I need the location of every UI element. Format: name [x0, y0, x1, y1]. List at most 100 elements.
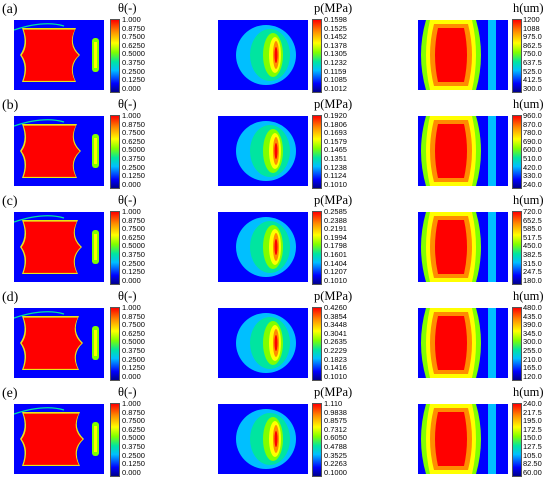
colorbar-tick-label: 0.1598 [324, 15, 347, 24]
colorbar-tick-label: 0.3750 [122, 346, 145, 355]
colorbar-tick-label: 420.0 [523, 162, 542, 172]
colorbar-tick-label: 0.7500 [122, 32, 145, 42]
colorbar-tick-label: 435.0 [523, 311, 542, 321]
h-colorbar-title: h(um) [513, 193, 544, 207]
p-colorbar-ticks: 0.1920 0.1806 0.1693 0.1579 0.1465 0.1351 0.12… [324, 112, 368, 190]
p-colorbar-title: p(MPa) [314, 385, 353, 399]
colorbar-tick-label: 0.000 [122, 371, 141, 381]
colorbar-tick-label: 0.2585 [324, 207, 347, 216]
colorbar-tick-label: 127.5 [523, 442, 542, 451]
colorbar-tick-label: 0.1601 [324, 250, 347, 259]
colorbar-tick-label: 1.000 [122, 111, 141, 120]
colorbar-tick-label: 0.7500 [122, 320, 145, 330]
colorbar-tick-label: 0.6250 [122, 328, 145, 338]
colorbar-tick-label: 0.8750 [122, 23, 145, 33]
row-label: (c) [2, 194, 18, 209]
colorbar-tick-label: 0.000 [122, 467, 141, 477]
colorbar-tick-label: 0.1250 [122, 363, 145, 373]
p-colorbar-ticks: 0.2585 0.2388 0.2191 0.1994 0.1798 0.1601 0.14… [324, 208, 368, 286]
p-colorbar-ticks: 0.1598 0.1525 0.1452 0.1378 0.1305 0.1232 0.11… [324, 16, 368, 94]
colorbar-tick-label: 450.0 [523, 241, 542, 251]
colorbar-tick-label: 1.110 [324, 399, 343, 408]
colorbar-tick-label: 0.5000 [122, 145, 145, 155]
colorbar-tick-label: 0.000 [122, 179, 141, 189]
theta-colorbar [110, 211, 120, 285]
colorbar-tick-label: 0.1693 [324, 128, 347, 138]
colorbar-tick-label: 1.000 [122, 207, 141, 216]
theta-colorbar-title: θ(-) [118, 1, 137, 15]
colorbar-tick-label: 0.1250 [122, 171, 145, 181]
colorbar-tick-label: 0.5000 [122, 433, 145, 443]
p-contour-plot [218, 212, 308, 282]
colorbar-tick-label: 0.1920 [324, 111, 347, 120]
colorbar-tick-label: 0.1000 [324, 467, 347, 477]
colorbar-tick-label: 480.0 [523, 303, 542, 312]
colorbar-tick-label: 1200 [523, 15, 540, 24]
colorbar-tick-label: 0.8750 [122, 407, 145, 417]
colorbar-tick-label: 0.7312 [324, 424, 347, 434]
colorbar-tick-label: 862.5 [523, 40, 542, 50]
p-colorbar [312, 403, 322, 477]
colorbar-tick-label: 0.1159 [324, 66, 347, 76]
colorbar-tick-label: 0.1207 [324, 267, 347, 277]
p-colorbar [312, 19, 322, 93]
p-colorbar [312, 211, 322, 285]
colorbar-tick-label: 0.3750 [122, 58, 145, 67]
p-colorbar-ticks: 0.4260 0.3854 0.3448 0.3041 0.2635 0.2229 0.18… [324, 304, 368, 382]
colorbar-tick-label: 0.5000 [122, 49, 145, 59]
h-contour-plot [418, 212, 508, 282]
colorbar-tick-label: 255.0 [523, 346, 542, 355]
colorbar-tick-label: 0.4260 [324, 303, 347, 312]
theta-colorbar [110, 19, 120, 93]
theta-colorbar [110, 307, 120, 381]
colorbar-tick-label: 0.7500 [122, 224, 145, 234]
colorbar-tick-label: 637.5 [523, 58, 542, 67]
colorbar-tick-label: 517.5 [523, 232, 542, 242]
colorbar-tick-label: 870.0 [523, 119, 542, 129]
colorbar-tick-label: 0.000 [122, 275, 141, 285]
p-colorbar-title: p(MPa) [314, 289, 353, 303]
p-contour-plot [218, 20, 308, 90]
colorbar-tick-label: 0.1250 [122, 267, 145, 277]
colorbar-tick-label: 720.0 [523, 207, 542, 216]
theta-colorbar-ticks: 1.000 0.8750 0.7500 0.6250 0.5000 0.3750 0.250… [122, 304, 166, 382]
colorbar-tick-label: 1088 [523, 23, 540, 33]
colorbar-tick-label: 1.000 [122, 399, 141, 408]
colorbar-tick-label: 82.50 [523, 459, 542, 469]
colorbar-tick-label: 0.2635 [324, 337, 347, 347]
figure-row: (a) θ(-) 1.000 0.8750 0.7500 0.6250 0.5000 0.37… [0, 0, 550, 94]
colorbar-tick-label: 0.2388 [324, 215, 347, 225]
theta-contour-plot [14, 308, 104, 378]
p-contour-plot [218, 404, 308, 474]
colorbar-tick-label: 975.0 [523, 32, 542, 42]
colorbar-tick-label: 0.1250 [122, 75, 145, 85]
row-label: (e) [2, 386, 18, 401]
p-colorbar-ticks: 1.110 0.9838 0.8575 0.7312 0.6050 0.4788 0.352… [324, 400, 368, 478]
h-colorbar [512, 19, 522, 93]
theta-contour-plot [14, 404, 104, 474]
colorbar-tick-label: 0.1465 [324, 145, 347, 155]
colorbar-tick-label: 0.3854 [324, 311, 347, 321]
h-colorbar-ticks: 240.0 217.5 195.0 172.5 150.0 127.5 105.0 82.50… [523, 400, 550, 478]
colorbar-tick-label: 0.1823 [324, 354, 347, 364]
colorbar-tick-label: 0.3750 [122, 250, 145, 259]
colorbar-tick-label: 0.3525 [324, 450, 347, 460]
colorbar-tick-label: 0.1012 [324, 83, 347, 93]
colorbar-tick-label: 0.1404 [324, 258, 347, 268]
theta-colorbar-ticks: 1.000 0.8750 0.7500 0.6250 0.5000 0.3750 0.250… [122, 16, 166, 94]
colorbar-tick-label: 172.5 [523, 424, 542, 434]
p-colorbar-title: p(MPa) [314, 193, 353, 207]
figure-row: (e) θ(-) 1.000 0.8750 0.7500 0.6250 0.5000 0.37… [0, 384, 550, 478]
colorbar-tick-label: 300.0 [523, 337, 542, 347]
colorbar-tick-label: 0.7500 [122, 416, 145, 426]
colorbar-tick-label: 315.0 [523, 258, 542, 268]
h-colorbar-title: h(um) [513, 1, 544, 15]
colorbar-tick-label: 0.1124 [324, 171, 347, 181]
colorbar-tick-label: 0.1798 [324, 241, 347, 251]
colorbar-tick-label: 0.1994 [324, 232, 347, 242]
colorbar-tick-label: 0.6250 [122, 40, 145, 50]
colorbar-tick-label: 0.1351 [324, 154, 347, 163]
colorbar-tick-label: 0.9838 [324, 407, 347, 417]
theta-colorbar-ticks: 1.000 0.8750 0.7500 0.6250 0.5000 0.3750 0.250… [122, 112, 166, 190]
colorbar-tick-label: 0.3750 [122, 442, 145, 451]
